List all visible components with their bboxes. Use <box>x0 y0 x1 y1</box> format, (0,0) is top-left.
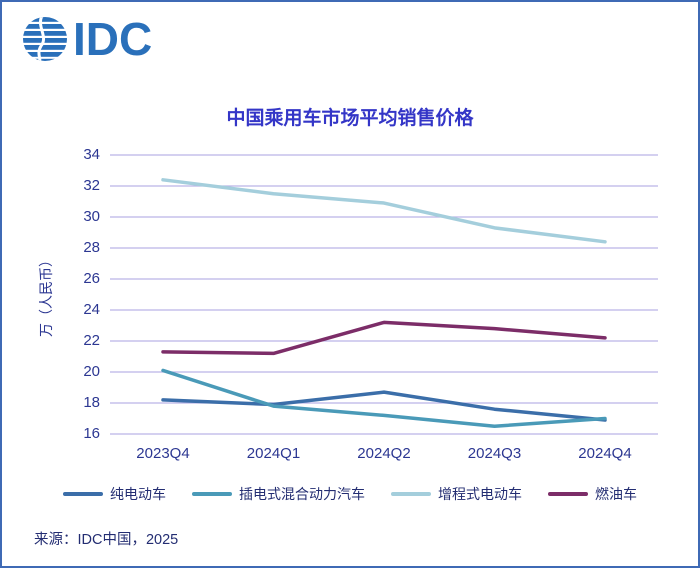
x-tick-label: 2024Q1 <box>246 445 301 462</box>
legend-swatch <box>192 492 232 496</box>
legend-swatch <box>548 492 588 496</box>
legend-label: 燃油车 <box>595 486 637 502</box>
legend-swatch <box>63 492 103 496</box>
x-tick-label: 2023Q4 <box>136 445 190 462</box>
x-tick-label: 2024Q2 <box>357 445 411 462</box>
y-tick-label: 18 <box>83 394 100 411</box>
idc-logo-text: IDC <box>73 13 153 65</box>
source-note: 来源：IDC中国，2025 <box>34 532 179 548</box>
y-tick-label: 28 <box>83 239 100 256</box>
legend-label: 纯电动车 <box>110 486 166 502</box>
legend-label: 插电式混合动力汽车 <box>239 486 365 502</box>
series-line-增程式电动车 <box>161 178 607 244</box>
series-line-插电式混合动力汽车 <box>161 368 607 428</box>
legend-swatch <box>391 492 431 496</box>
y-tick-label: 26 <box>83 270 100 287</box>
series-line-燃油车 <box>161 320 607 356</box>
x-tick-label: 2024Q3 <box>467 445 522 462</box>
chart-legend: 纯电动车 插电式混合动力汽车 增程式电动车 燃油车 <box>0 484 700 504</box>
chart-title: 中国乘用车市场平均销售价格 <box>226 108 474 129</box>
legend-label: 增程式电动车 <box>438 486 522 502</box>
series-line-纯电动车 <box>161 390 607 422</box>
y-tick-label: 32 <box>83 177 100 194</box>
y-tick-label: 20 <box>83 363 100 380</box>
idc-globe-icon <box>23 17 67 61</box>
y-axis-title: 万（人民币） <box>38 253 54 337</box>
y-tick-label: 16 <box>83 425 100 442</box>
y-tick-label: 22 <box>83 332 100 349</box>
legend-item-增程式电动车: 增程式电动车 <box>391 484 522 504</box>
legend-item-纯电动车: 纯电动车 <box>63 484 166 504</box>
y-tick-label: 24 <box>83 301 100 318</box>
y-tick-label: 34 <box>83 146 100 163</box>
x-tick-label: 2024Q4 <box>578 445 632 462</box>
idc-logo: IDC <box>22 16 152 62</box>
legend-item-燃油车: 燃油车 <box>548 484 637 504</box>
y-tick-label: 30 <box>83 208 100 225</box>
legend-item-插电式混合动力汽车: 插电式混合动力汽车 <box>192 484 365 504</box>
